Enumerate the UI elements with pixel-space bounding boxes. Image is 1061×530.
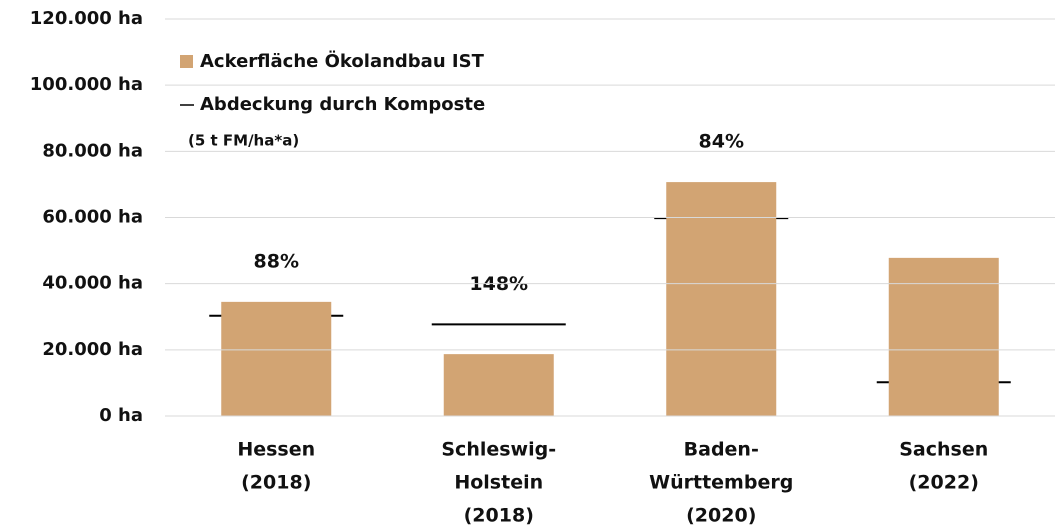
x-tick-label: (2018) xyxy=(241,472,311,494)
annotation: 84% xyxy=(699,131,744,153)
x-tick-label: Württemberg xyxy=(649,472,793,494)
legend-label: Abdeckung durch Komposte xyxy=(200,94,485,115)
legend-note: (5 t FM/ha*a) xyxy=(188,132,299,150)
x-tick-label: (2022) xyxy=(909,472,979,494)
x-tick-label: Baden- xyxy=(684,439,759,461)
y-tick-label: 100.000 ha xyxy=(30,74,143,95)
legend-swatch-bar xyxy=(180,55,193,68)
y-tick-label: 80.000 ha xyxy=(42,140,143,161)
x-tick-label: Hessen xyxy=(237,439,315,461)
bar xyxy=(221,301,332,416)
bar xyxy=(443,354,554,416)
y-tick-label: 120.000 ha xyxy=(30,8,143,29)
y-tick-label: 0 ha xyxy=(99,405,143,426)
y-tick-label: 40.000 ha xyxy=(42,273,143,294)
x-tick-label: (2020) xyxy=(686,505,756,527)
x-tick-label: Schleswig- xyxy=(441,439,556,461)
x-tick-label: Sachsen xyxy=(899,439,988,461)
bar xyxy=(888,257,999,416)
x-tick-label: (2018) xyxy=(464,505,534,527)
y-tick-label: 60.000 ha xyxy=(42,207,143,228)
legend-label: Ackerfläche Ökolandbau IST xyxy=(200,50,485,72)
y-tick-label: 20.000 ha xyxy=(42,339,143,360)
annotation: 88% xyxy=(254,250,299,272)
bar xyxy=(666,182,777,416)
x-tick-label: Holstein xyxy=(454,472,543,494)
